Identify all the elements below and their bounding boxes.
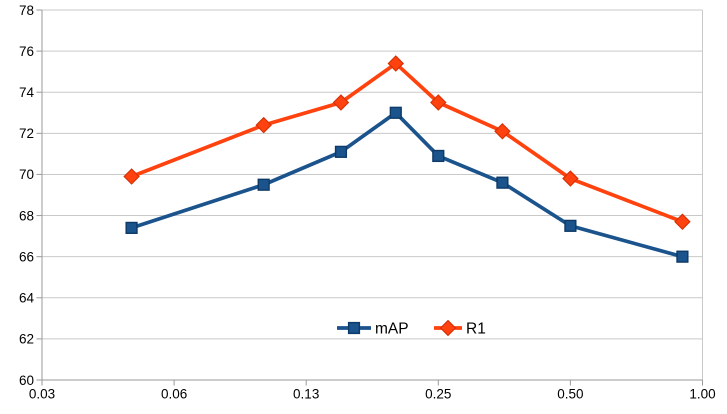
y-tick-label: 70 [19,167,34,182]
y-tick-label: 68 [19,208,34,223]
legend-label-R1: R1 [466,321,486,338]
x-tick-label: 1.00 [689,387,715,402]
series-R1-marker [123,168,140,185]
series-mAP-marker [257,178,270,191]
legend-marker-R1 [439,319,457,337]
series-mAP-marker [564,219,577,232]
series-mAP [125,106,689,263]
series-R1-marker [387,55,405,72]
series-mAP-marker [432,149,445,163]
tick-labels: 60 62 64 66 68 70 72 74 76 78 0.03 0.06 0.13 0.25 0.50… [19,3,716,402]
gridlines [42,9,703,380]
legend-label-mAP: mAP [375,321,409,338]
series-R1-marker [494,123,511,140]
series-line-R1 [130,61,684,224]
y-tick-label: 78 [19,3,34,18]
axes [41,10,703,381]
series-line-mAP [130,110,683,259]
y-tick-label: 74 [19,85,35,100]
series-R1-marker [332,94,350,111]
series-R1-marker [562,170,579,187]
y-tick-label: 60 [19,373,34,388]
y-tick-label: 64 [19,291,35,306]
series-R1-marker [430,94,447,111]
x-tick-label: 0.50 [557,387,583,402]
y-tick-label: 62 [19,332,34,347]
y-tick-label: 66 [19,249,34,264]
y-tick-label: 76 [19,44,34,59]
y-tick-label: 72 [19,126,34,141]
series-mAP-marker [334,145,348,158]
legend-item-R1: R1 [434,319,486,338]
legend-item-mAP: mAP [337,321,409,338]
series-R1-marker [255,116,272,134]
x-tick-label: 0.25 [425,387,451,402]
series-R1 [123,55,691,230]
x-tick-label: 0.13 [293,387,319,402]
series-mAP-marker [389,106,402,119]
series-mAP-marker [676,250,689,263]
tick-marks [36,9,703,386]
series-mAP-marker [496,176,509,189]
legend-marker-mAP [347,321,361,335]
legend: mAP R1 [337,319,486,338]
x-tick-label: 0.03 [29,387,55,402]
series-R1-marker [674,213,691,230]
x-tick-label: 0.06 [161,387,187,402]
series-mAP-marker [125,221,138,234]
